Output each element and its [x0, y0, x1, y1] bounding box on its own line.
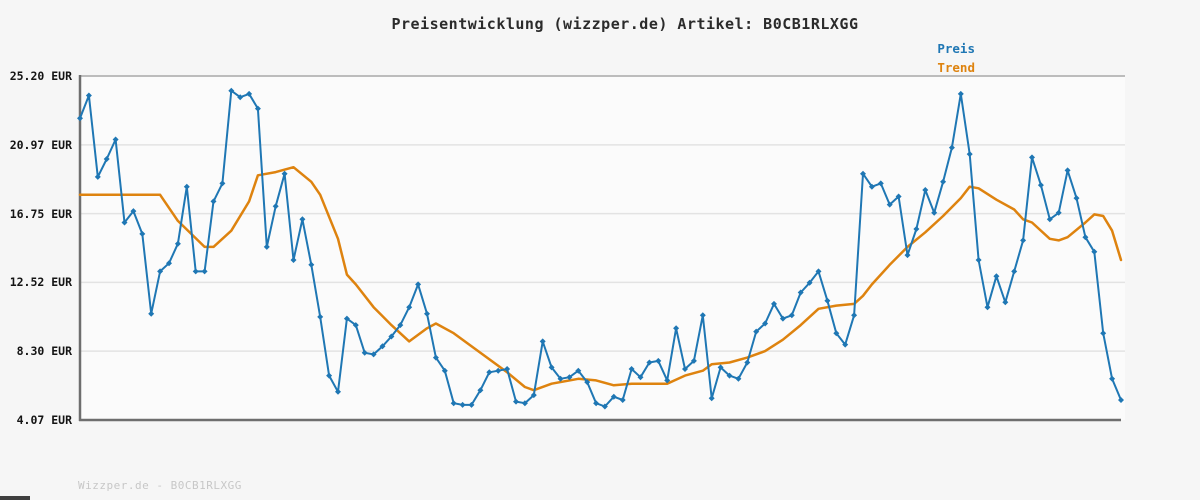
y-axis-tick-label: 25.20 EUR — [9, 69, 72, 83]
legend-item-trend: Trend — [937, 60, 975, 75]
chart-legend: Preis Trend — [937, 39, 975, 77]
y-axis-tick-label: 8.30 EUR — [16, 344, 72, 359]
y-axis-tick-label: 12.52 EUR — [9, 275, 72, 290]
chart-title: Preisentwicklung (wizzper.de) Artikel: B… — [391, 15, 859, 33]
watermark-text: Wizzper.de - B0CB1RLXGG — [78, 479, 242, 492]
bottom-left-corner-mark — [0, 496, 30, 500]
y-axis-tick-label: 20.97 EUR — [9, 137, 72, 152]
legend-item-preis: Preis — [937, 41, 975, 56]
y-axis-tick-label: 16.75 EUR — [9, 206, 72, 221]
y-axis-tick-label: 4.07 EUR — [16, 413, 72, 427]
